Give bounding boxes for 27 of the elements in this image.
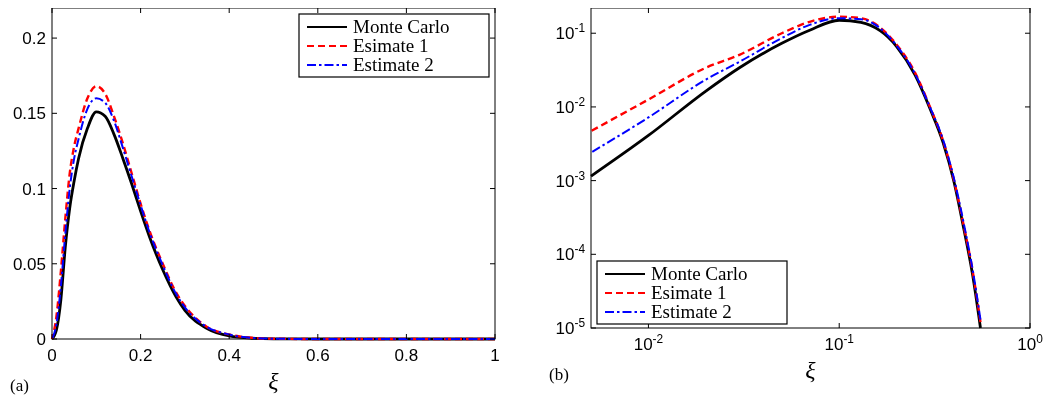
x-axis-title: ξ [805,357,817,383]
y-tick-label: 10$^{-2}$ [555,94,586,117]
legend-label: Estimate 2 [651,301,732,322]
x-tick-label: 0.8 [394,346,419,365]
x-tick-label: 0.4 [217,346,242,365]
x-tick-label: 10$^{-2}$ [633,332,664,354]
legend-label: Monte Carlo [353,16,450,37]
x-tick-label: 0.6 [305,346,330,365]
x-tick-label: 0.2 [128,346,153,365]
y-tick-label: 0.15 [12,104,46,124]
y-tick-label: 0.05 [12,254,46,274]
y-tick-label: 10$^{-3}$ [555,168,586,191]
y-tick-label: 10$^{-1}$ [555,21,586,44]
legend-label: Monte Carlo [651,263,748,284]
x-tick-label: 10$^{-1}$ [824,332,855,354]
x-tick-label: 1 [490,346,500,365]
text: (b) [549,365,569,384]
x-axis-title: ξ [268,368,280,394]
y-tick-label: 0.1 [22,179,46,199]
y-tick-label: 0.2 [22,29,46,49]
legend-label: Esimate 1 [651,282,727,303]
x-tick-label: 10$^{0}$ [1017,332,1044,354]
legend-label: Estimate 2 [353,54,434,75]
text: (a) [10,376,29,395]
legend-label: Esimate 1 [353,35,429,56]
y-tick-label: 10$^{-4}$ [555,242,586,265]
y-tick-label: 10$^{-5}$ [555,316,586,338]
